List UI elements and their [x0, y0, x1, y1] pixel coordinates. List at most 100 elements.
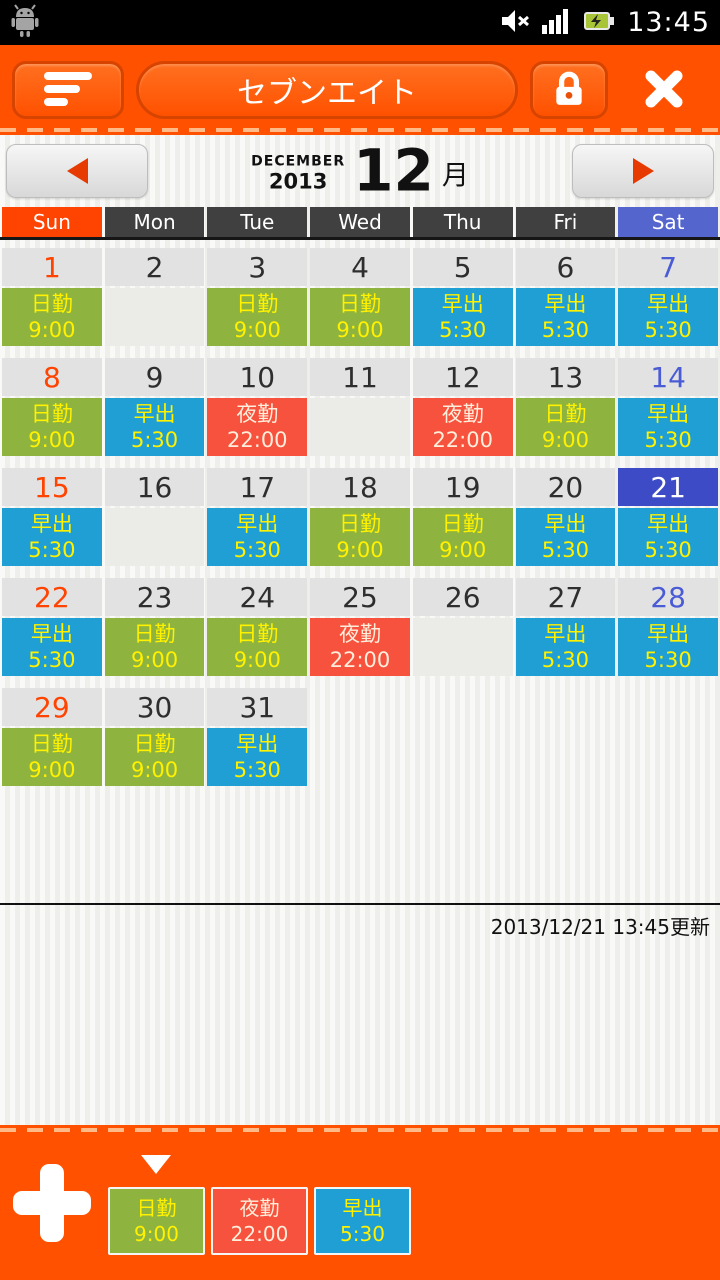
lock-button[interactable] — [530, 61, 608, 119]
day-cell-10[interactable]: 10 夜勤 22:00 — [207, 358, 308, 456]
shift-hayade[interactable]: 早出 5:30 — [207, 508, 308, 566]
shift-hayade[interactable]: 早出 5:30 — [104, 398, 205, 456]
shift-nikkin[interactable]: 日勤 9:00 — [310, 288, 410, 346]
shift-hayade[interactable]: 早出 5:30 — [515, 508, 616, 566]
day-cell-6[interactable]: 6 早出 5:30 — [515, 248, 616, 346]
shift-nikkin[interactable]: 日勤 9:00 — [515, 398, 616, 456]
day-number[interactable]: 5 — [412, 248, 513, 286]
day-cell-13[interactable]: 13 日勤 9:00 — [515, 358, 616, 456]
day-number[interactable]: 30 — [104, 688, 205, 726]
day-number[interactable]: 19 — [412, 468, 513, 506]
day-cell-29[interactable]: 29 日勤 9:00 — [2, 688, 102, 786]
close-button[interactable] — [620, 61, 708, 119]
shift-empty[interactable] — [412, 618, 513, 676]
shift-nikkin[interactable]: 日勤 9:00 — [2, 398, 102, 456]
shift-nikkin[interactable]: 日勤 9:00 — [207, 288, 308, 346]
menu-button[interactable] — [12, 61, 124, 119]
add-shift-button[interactable] — [10, 1161, 94, 1245]
shift-empty[interactable] — [104, 508, 205, 566]
day-number[interactable]: 14 — [618, 358, 718, 396]
day-cell-14[interactable]: 14 早出 5:30 — [618, 358, 718, 456]
shift-button-yakin[interactable]: 夜勤 22:00 — [211, 1187, 308, 1255]
day-cell-22[interactable]: 22 早出 5:30 — [2, 578, 102, 676]
day-number[interactable]: 3 — [207, 248, 308, 286]
day-cell-7[interactable]: 7 早出 5:30 — [618, 248, 718, 346]
day-cell-21[interactable]: 21 早出 5:30 — [618, 468, 718, 566]
previous-month-button[interactable] — [6, 144, 148, 198]
day-number[interactable]: 22 — [2, 578, 102, 616]
shift-yakin[interactable]: 夜勤 22:00 — [412, 398, 513, 456]
day-number[interactable]: 25 — [310, 578, 410, 616]
shift-nikkin[interactable]: 日勤 9:00 — [104, 728, 205, 786]
shift-hayade[interactable]: 早出 5:30 — [207, 728, 308, 786]
shift-hayade[interactable]: 早出 5:30 — [618, 508, 718, 566]
day-number[interactable]: 10 — [207, 358, 308, 396]
shift-hayade[interactable]: 早出 5:30 — [618, 618, 718, 676]
day-cell-5[interactable]: 5 早出 5:30 — [412, 248, 513, 346]
day-cell-3[interactable]: 3 日勤 9:00 — [207, 248, 308, 346]
shift-hayade[interactable]: 早出 5:30 — [515, 288, 616, 346]
day-cell-30[interactable]: 30 日勤 9:00 — [104, 688, 205, 786]
shift-nikkin[interactable]: 日勤 9:00 — [2, 728, 102, 786]
day-number[interactable]: 20 — [515, 468, 616, 506]
day-cell-19[interactable]: 19 日勤 9:00 — [412, 468, 513, 566]
day-cell-12[interactable]: 12 夜勤 22:00 — [412, 358, 513, 456]
shift-yakin[interactable]: 夜勤 22:00 — [310, 618, 410, 676]
day-number[interactable]: 8 — [2, 358, 102, 396]
shift-nikkin[interactable]: 日勤 9:00 — [412, 508, 513, 566]
day-cell-11[interactable]: 11 — [310, 358, 410, 456]
shift-hayade[interactable]: 早出 5:30 — [2, 508, 102, 566]
shift-button-nikkin[interactable]: 日勤 9:00 — [108, 1187, 205, 1255]
shift-nikkin[interactable]: 日勤 9:00 — [310, 508, 410, 566]
day-cell-15[interactable]: 15 早出 5:30 — [2, 468, 102, 566]
day-number[interactable]: 4 — [310, 248, 410, 286]
shift-hayade[interactable]: 早出 5:30 — [412, 288, 513, 346]
day-number[interactable]: 24 — [207, 578, 308, 616]
day-cell-24[interactable]: 24 日勤 9:00 — [207, 578, 308, 676]
shift-nikkin[interactable]: 日勤 9:00 — [207, 618, 308, 676]
day-cell-28[interactable]: 28 早出 5:30 — [618, 578, 718, 676]
day-cell-18[interactable]: 18 日勤 9:00 — [310, 468, 410, 566]
day-cell-20[interactable]: 20 早出 5:30 — [515, 468, 616, 566]
shift-nikkin[interactable]: 日勤 9:00 — [2, 288, 102, 346]
day-number[interactable]: 6 — [515, 248, 616, 286]
day-number[interactable]: 21 — [618, 468, 718, 506]
day-number[interactable]: 13 — [515, 358, 616, 396]
day-number[interactable]: 28 — [618, 578, 718, 616]
day-cell-31[interactable]: 31 早出 5:30 — [207, 688, 308, 786]
day-number[interactable]: 16 — [104, 468, 205, 506]
shift-empty[interactable] — [310, 398, 410, 456]
day-cell-4[interactable]: 4 日勤 9:00 — [310, 248, 410, 346]
day-number[interactable]: 12 — [412, 358, 513, 396]
day-cell-26[interactable]: 26 — [412, 578, 513, 676]
day-number[interactable]: 11 — [310, 358, 410, 396]
day-number[interactable]: 31 — [207, 688, 308, 726]
next-month-button[interactable] — [572, 144, 714, 198]
day-number[interactable]: 29 — [2, 688, 102, 726]
day-number[interactable]: 17 — [207, 468, 308, 506]
day-cell-17[interactable]: 17 早出 5:30 — [207, 468, 308, 566]
shift-yakin[interactable]: 夜勤 22:00 — [207, 398, 308, 456]
day-cell-2[interactable]: 2 — [104, 248, 205, 346]
day-number[interactable]: 9 — [104, 358, 205, 396]
shift-button-hayade[interactable]: 早出 5:30 — [314, 1187, 411, 1255]
day-cell-8[interactable]: 8 日勤 9:00 — [2, 358, 102, 456]
day-number[interactable]: 18 — [310, 468, 410, 506]
shift-hayade[interactable]: 早出 5:30 — [2, 618, 102, 676]
day-cell-25[interactable]: 25 夜勤 22:00 — [310, 578, 410, 676]
day-number[interactable]: 2 — [104, 248, 205, 286]
day-number[interactable]: 23 — [104, 578, 205, 616]
day-cell-23[interactable]: 23 日勤 9:00 — [104, 578, 205, 676]
day-number[interactable]: 7 — [618, 248, 718, 286]
shift-hayade[interactable]: 早出 5:30 — [618, 288, 718, 346]
day-cell-9[interactable]: 9 早出 5:30 — [104, 358, 205, 456]
day-cell-16[interactable]: 16 — [104, 468, 205, 566]
shift-nikkin[interactable]: 日勤 9:00 — [104, 618, 205, 676]
shift-hayade[interactable]: 早出 5:30 — [618, 398, 718, 456]
shift-empty[interactable] — [104, 288, 205, 346]
day-number[interactable]: 15 — [2, 468, 102, 506]
shift-hayade[interactable]: 早出 5:30 — [515, 618, 616, 676]
day-cell-27[interactable]: 27 早出 5:30 — [515, 578, 616, 676]
day-number[interactable]: 27 — [515, 578, 616, 616]
day-cell-1[interactable]: 1 日勤 9:00 — [2, 248, 102, 346]
